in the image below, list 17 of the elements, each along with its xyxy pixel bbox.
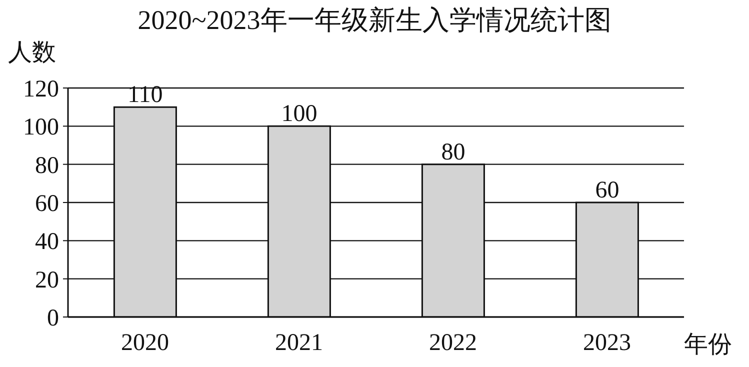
x-tick-label: 2020 <box>121 330 169 356</box>
x-tick-label: 2023 <box>583 330 631 356</box>
x-tick-label: 2021 <box>275 330 323 356</box>
y-tick-label: 80 <box>35 152 59 179</box>
chart-title: 2020~2023年一年级新生入学情况统计图 <box>136 4 612 37</box>
data-label: 60 <box>595 178 620 204</box>
x-tick-label: 2022 <box>429 330 477 356</box>
y-tick-label: 0 <box>47 306 59 332</box>
data-label: 80 <box>441 139 466 166</box>
y-tick-label: 100 <box>23 114 59 141</box>
y-tick-label: 120 <box>23 76 59 103</box>
x-axis-title: 年份 <box>684 331 732 360</box>
y-tick-label: 20 <box>35 267 59 294</box>
y-tick-label: 40 <box>35 229 59 256</box>
y-tick-label: 60 <box>35 191 59 218</box>
y-axis-title: 人数 <box>8 39 56 68</box>
data-label: 100 <box>281 101 318 128</box>
